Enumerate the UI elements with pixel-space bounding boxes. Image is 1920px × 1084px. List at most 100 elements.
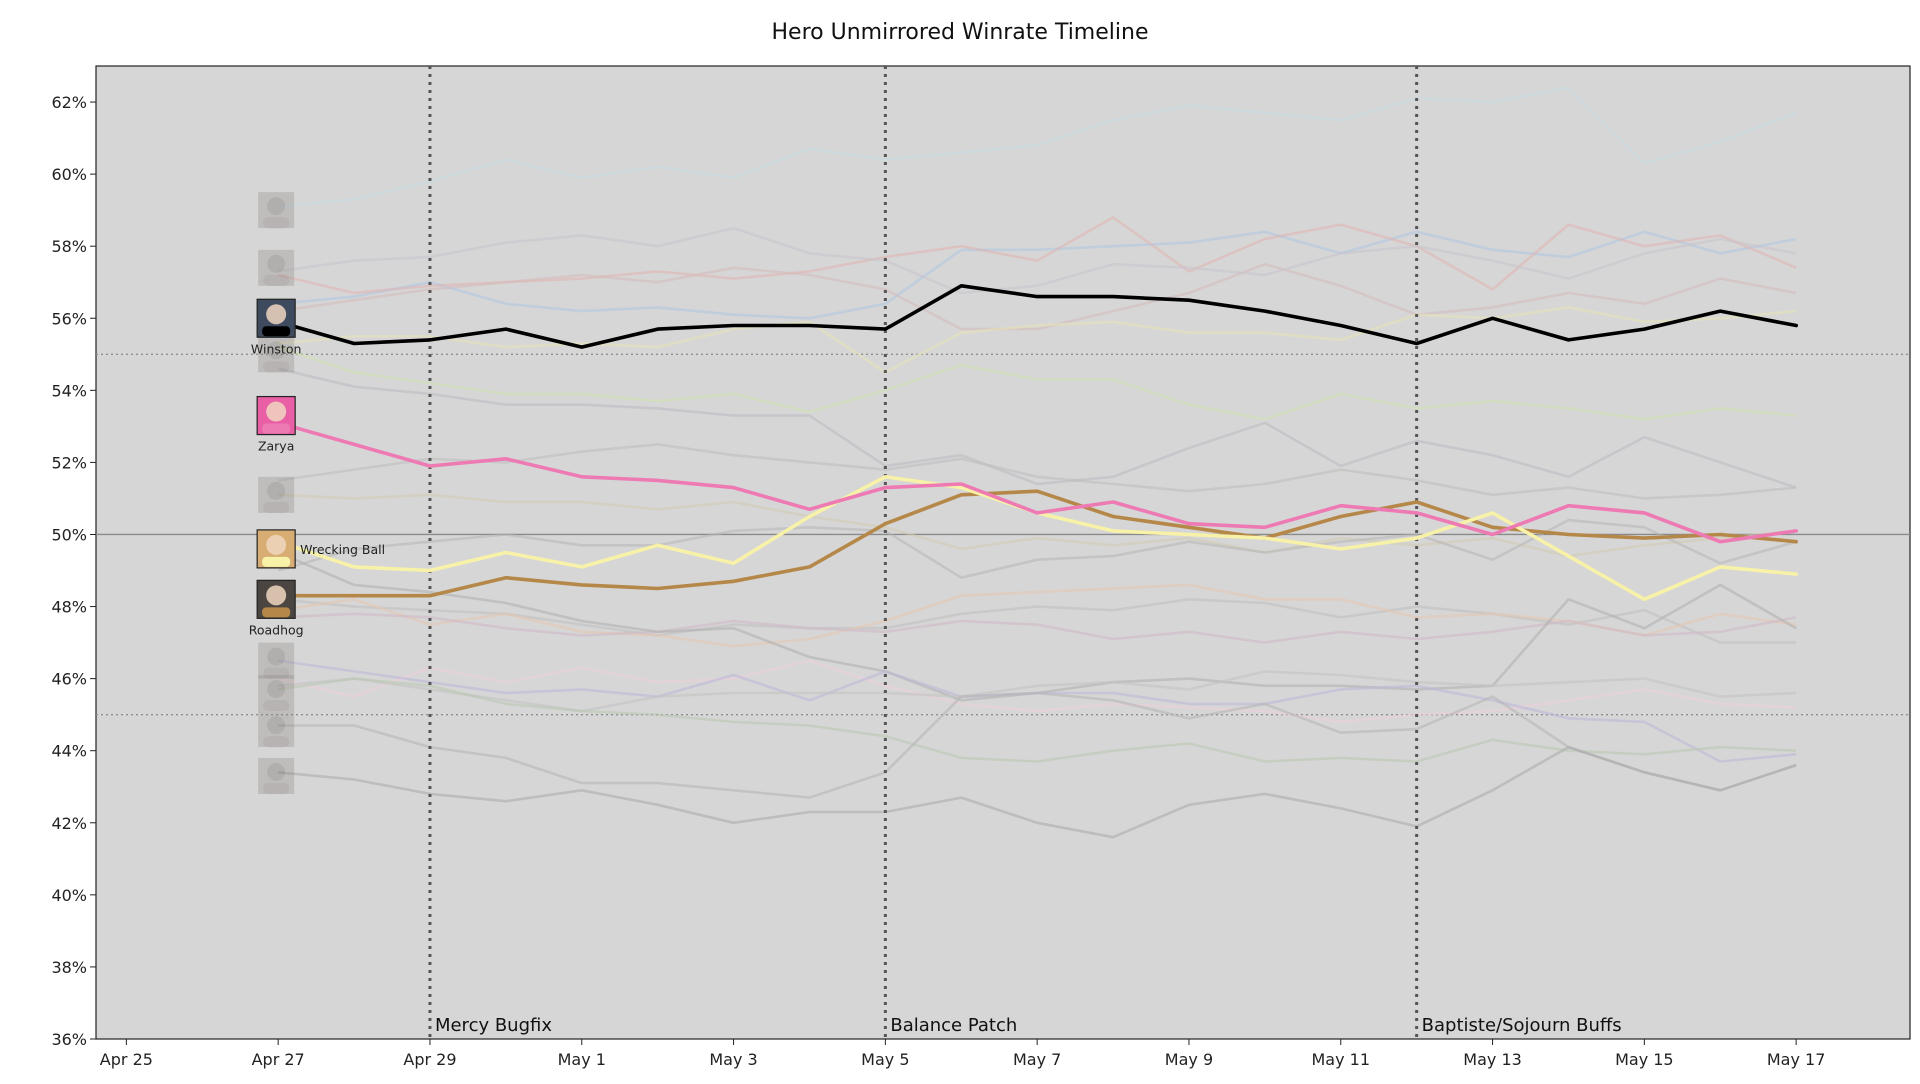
portrait-body — [263, 667, 290, 679]
y-tick-label: 38% — [51, 958, 87, 977]
roadhog-collar — [262, 607, 291, 618]
x-tick-label: Apr 25 — [100, 1050, 153, 1069]
x-tick-label: Apr 29 — [403, 1050, 456, 1069]
portrait-head — [267, 647, 286, 666]
faded-series-line-1 — [278, 86, 1797, 208]
faded-series-line-13 — [278, 583, 1797, 648]
portrait-body — [263, 217, 290, 229]
portrait-bg — [258, 249, 295, 286]
reference-lines — [96, 353, 1910, 716]
hero-portrait-wrecking-ball: Wrecking Ball — [256, 529, 385, 569]
faded-series-line-4 — [278, 262, 1797, 331]
faded-series-line-19 — [278, 677, 1797, 763]
y-tick-label: 52% — [51, 453, 87, 472]
y-tick-label: 62% — [51, 93, 87, 112]
hero-portrait-roadhog: Roadhog — [249, 579, 304, 637]
series-line-roadhog — [276, 489, 1798, 598]
hero-label-wrecking-ball: Wrecking Ball — [300, 542, 385, 557]
faded-series-line-18 — [278, 670, 1797, 713]
portrait-body — [263, 700, 290, 712]
hero-portraits: Winston Zarya Wrecking Ball Roadhog — [249, 192, 385, 794]
faded-portrait-icon-6 — [258, 675, 295, 712]
y-tick-label: 54% — [51, 381, 87, 400]
faded-series-line-14 — [278, 612, 1797, 644]
faded-series-line-9 — [278, 443, 1797, 500]
y-tick-label: 58% — [51, 237, 87, 256]
x-tick-label: May 11 — [1311, 1050, 1370, 1069]
portrait-head — [267, 341, 286, 360]
portrait-head — [267, 481, 286, 500]
hero-label-roadhog: Roadhog — [249, 622, 304, 637]
faded-portrait-icon-7 — [258, 711, 295, 748]
faded-series-line-20 — [278, 691, 1797, 799]
faded-series-line-6 — [278, 306, 1797, 374]
series-line-zarya — [276, 421, 1798, 544]
portrait-bg — [258, 642, 295, 679]
faded-portrait-icon-3 — [258, 336, 295, 373]
zarya-collar — [262, 423, 291, 434]
winston-collar — [262, 326, 291, 337]
portrait-bg — [258, 675, 295, 712]
faded-series-line-5 — [278, 226, 1797, 295]
event-label-mercy-bugfix: Mercy Bugfix — [435, 1015, 552, 1036]
x-tick-label: May 19 — [1919, 1050, 1920, 1069]
winston-face — [266, 304, 287, 325]
series-line-winston — [276, 284, 1798, 349]
chart-title: Hero Unmirrored Winrate Timeline — [771, 20, 1149, 45]
hero-label-winston: Winston — [251, 341, 301, 356]
portrait-bg — [258, 336, 295, 373]
portrait-bg — [258, 757, 295, 794]
wrecking-ball-collar — [262, 556, 291, 567]
y-tick-label: 60% — [51, 165, 87, 184]
hero-portrait-winston: Winston — [251, 298, 301, 356]
faded-series-line-8 — [277, 367, 1797, 489]
x-tick-label: Apr 27 — [252, 1050, 305, 1069]
patch-events: Mercy Bugfix Balance Patch Baptiste/Sojour… — [428, 66, 1622, 1039]
event-label-balance-patch: Balance Patch — [890, 1015, 1017, 1036]
portrait-body — [263, 501, 290, 513]
y-tick-label: 56% — [51, 309, 87, 328]
x-tick-label: May 15 — [1615, 1050, 1674, 1069]
roadhog-face — [266, 585, 287, 606]
hero-label-zarya: Zarya — [258, 439, 294, 454]
x-tick-label: May 9 — [1165, 1050, 1213, 1069]
y-tick-label: 40% — [51, 886, 87, 905]
portrait-body — [263, 782, 290, 794]
y-tick-label: 50% — [51, 525, 87, 544]
portrait-body — [263, 274, 290, 286]
event-label-baptiste-sojourn-buffs: Baptiste/Sojourn Buffs — [1422, 1015, 1622, 1036]
x-tick-label: May 3 — [709, 1050, 757, 1069]
faded-portrait-icon-8 — [258, 757, 295, 794]
x-axis: Apr 25 Apr 27 Apr 29 May 1 May 3 May 5 May 7 Ma… — [100, 1039, 1920, 1069]
y-tick-label: 44% — [51, 742, 87, 761]
faded-portrait-icon-1 — [258, 192, 295, 229]
faded-series-line-10 — [278, 493, 1797, 558]
plot-area — [95, 65, 1911, 1040]
x-tick-label: May 7 — [1013, 1050, 1061, 1069]
faded-series-line-7 — [277, 345, 1797, 421]
y-axis: 36% 38% 40% 42% 44% 46% 48% 50% 52% 54% 56% 58% 60% 6… — [51, 93, 96, 1049]
portrait-bg — [258, 476, 295, 513]
portrait-head — [267, 762, 286, 781]
portrait-head — [267, 716, 286, 735]
faded-series-line-12 — [278, 598, 1797, 644]
portrait-bg — [258, 192, 295, 229]
wrecking-ball-face — [266, 534, 287, 555]
faded-series-line-21 — [278, 745, 1797, 839]
y-tick-label: 42% — [51, 814, 87, 833]
y-tick-label: 46% — [51, 670, 87, 689]
zarya-face — [266, 401, 287, 422]
faded-series-line-2 — [278, 230, 1797, 320]
portrait-body — [263, 736, 290, 748]
faded-portrait-icon-4 — [258, 476, 295, 513]
x-tick-label: May 17 — [1767, 1050, 1826, 1069]
portrait-body — [263, 361, 290, 373]
faded-portrait-icon-5 — [258, 642, 295, 679]
x-tick-label: May 1 — [558, 1050, 606, 1069]
y-tick-label: 36% — [51, 1030, 87, 1049]
portrait-head — [267, 254, 286, 273]
portrait-head — [267, 680, 286, 699]
portrait-bg — [258, 711, 295, 748]
